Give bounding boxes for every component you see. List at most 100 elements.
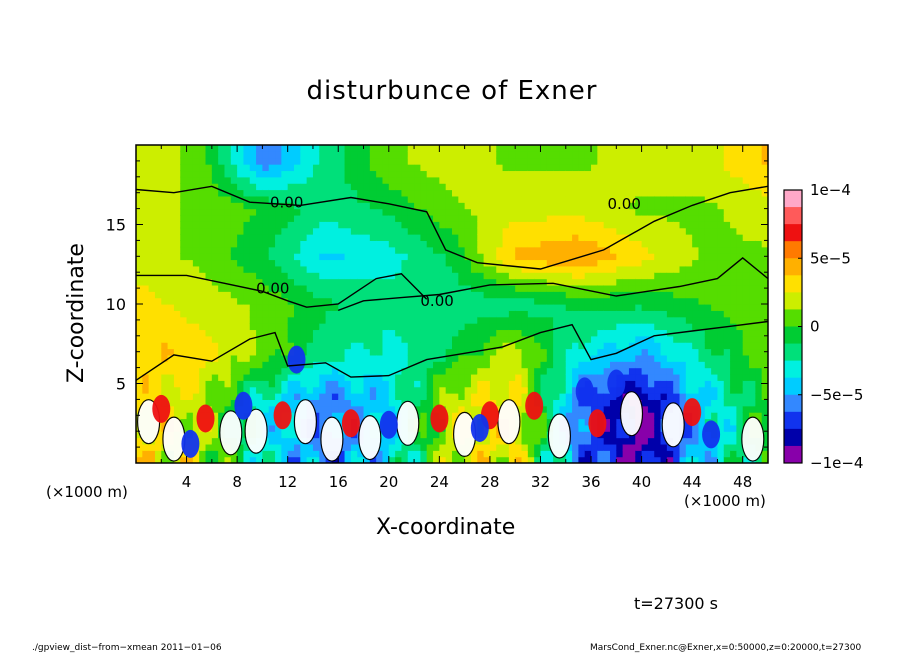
heat-cell: [452, 348, 459, 356]
heat-cell: [300, 450, 308, 458]
heat-cell: [433, 189, 440, 197]
heat-cell: [666, 329, 674, 337]
heat-cell: [704, 189, 712, 197]
heat-cell: [521, 310, 529, 318]
heat-cell: [319, 291, 327, 299]
heat-cell: [723, 342, 731, 350]
heat-cell: [673, 240, 681, 248]
heat-cell: [211, 424, 219, 432]
heat-cell: [344, 450, 352, 458]
heat-cell: [477, 183, 485, 191]
heat-cell: [433, 386, 440, 394]
heat-cell: [268, 456, 276, 463]
heat-cell: [597, 157, 605, 165]
heat-cell: [243, 380, 251, 388]
heat-cell: [464, 367, 472, 375]
heat-cell: [515, 342, 523, 350]
heat-cell: [243, 278, 251, 286]
heat-cell: [458, 342, 466, 350]
heat-cell: [186, 227, 194, 235]
heat-cell: [502, 214, 510, 222]
heat-cell: [616, 157, 624, 165]
heat-cell: [692, 342, 700, 350]
heat-cell: [382, 304, 390, 311]
heat-cell: [679, 259, 687, 267]
heat-cell: [161, 310, 169, 318]
heat-cell: [508, 164, 516, 172]
heat-cell: [325, 272, 333, 280]
heat-cell: [173, 405, 181, 413]
heat-cell: [192, 272, 200, 280]
heat-cell: [294, 399, 301, 407]
heat-cell: [376, 214, 384, 222]
heat-cell: [723, 297, 731, 305]
heat-cell: [243, 386, 251, 394]
heat-cell: [357, 240, 365, 248]
heat-cell: [211, 450, 219, 458]
heat-cell: [527, 342, 535, 350]
heat-cell: [180, 227, 188, 235]
heat-cell: [730, 265, 737, 273]
heat-cell: [755, 164, 763, 172]
heat-cell: [616, 393, 624, 400]
heat-cell: [319, 342, 327, 350]
heat-cell: [553, 221, 561, 229]
heat-cell: [211, 259, 219, 267]
heat-cell: [711, 208, 719, 216]
heat-cell: [294, 189, 301, 197]
heat-cell: [496, 297, 504, 305]
heat-cell: [483, 443, 491, 451]
heat-cell: [458, 164, 466, 172]
heat-cell: [761, 246, 768, 254]
heat-cell: [515, 234, 523, 241]
heat-cell: [692, 424, 700, 432]
heat-cell: [534, 214, 542, 222]
heat-cell: [610, 170, 617, 178]
heat-cell: [654, 386, 662, 394]
heat-cell: [717, 367, 725, 375]
heat-cell: [616, 443, 624, 451]
heat-cell: [730, 272, 737, 280]
heat-cell: [628, 176, 636, 184]
heat-cell: [401, 354, 409, 362]
heat-cell: [749, 323, 756, 331]
heat-cell: [723, 176, 731, 184]
heat-cell: [603, 278, 611, 286]
heat-cell: [306, 316, 314, 324]
heat-cell: [698, 214, 706, 222]
heat-cell: [142, 183, 150, 191]
heat-cell: [496, 329, 504, 337]
heat-cell: [154, 304, 162, 311]
heat-cell: [711, 310, 719, 318]
heat-cell: [294, 214, 301, 222]
heat-cell: [388, 348, 396, 356]
heat-cell: [521, 316, 529, 324]
heat-cell: [698, 399, 706, 407]
heat-cell: [319, 335, 327, 343]
heat-cell: [736, 297, 744, 305]
heat-cell: [294, 310, 301, 318]
heat-cell: [287, 284, 295, 292]
heat-cell: [489, 145, 497, 152]
heat-cell: [136, 361, 143, 369]
heat-cell: [470, 221, 478, 229]
heat-cell: [173, 202, 181, 210]
heat-cell: [477, 234, 485, 241]
heat-cell: [749, 157, 756, 165]
heat-cell: [262, 234, 270, 241]
heat-cell: [414, 316, 421, 324]
heat-cell: [262, 361, 270, 369]
heat-cell: [559, 361, 567, 369]
heat-cell: [281, 145, 289, 152]
heat-cell: [344, 310, 352, 318]
heat-cell: [489, 323, 497, 331]
heat-cell: [363, 214, 371, 222]
heat-cell: [635, 183, 643, 191]
heat-cell: [572, 405, 579, 413]
heat-cell: [294, 291, 301, 299]
heat-cell: [584, 227, 592, 235]
heat-cell: [154, 373, 162, 381]
heat-cell: [357, 361, 365, 369]
heat-cell: [496, 183, 504, 191]
heat-cell: [256, 265, 263, 273]
